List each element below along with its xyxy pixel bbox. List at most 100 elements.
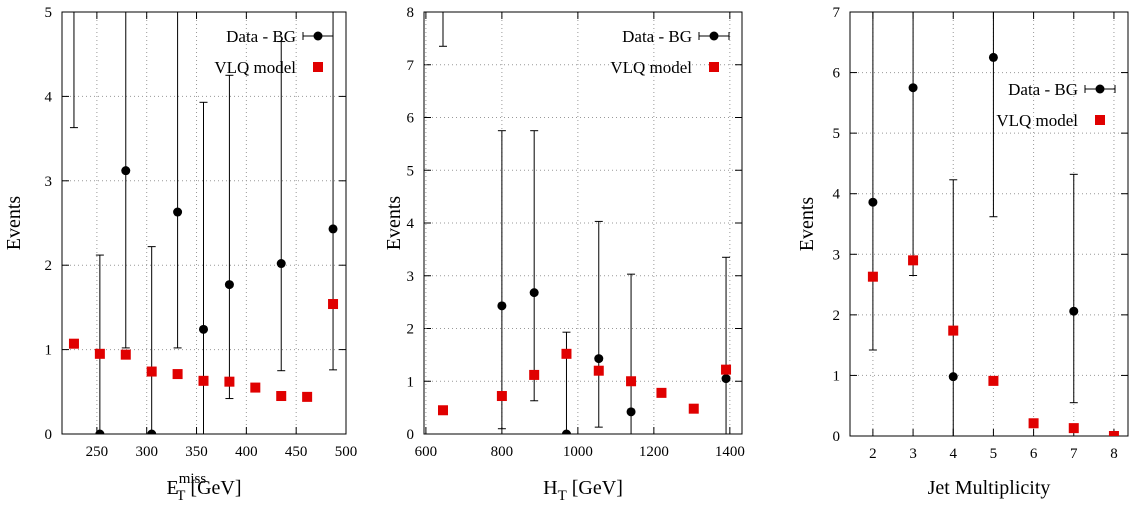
error-bar (173, 12, 182, 349)
legend-label: Data - BG (622, 27, 692, 46)
error-bar (69, 12, 78, 129)
legend-marker (709, 62, 719, 72)
legend-label: VLQ model (610, 58, 692, 77)
panel: 0 1 2 3 4 5 6 7 2 3 4 5 6 7 8 Events Jet Multiplicity Dat… (796, 5, 1129, 499)
y-tick-label: 2 (45, 258, 53, 274)
y-tick-label: 4 (45, 89, 53, 105)
error-bar (95, 254, 104, 434)
x-label-sub: T (176, 488, 185, 504)
model-point (250, 382, 261, 393)
data-point (561, 429, 571, 434)
legend-marker (313, 31, 323, 41)
error-bar (562, 331, 571, 434)
legend-marker (1095, 115, 1105, 125)
y-tick-label: 2 (833, 308, 841, 324)
x-tick-label: 350 (185, 444, 208, 460)
data-point (276, 259, 286, 269)
model-point (867, 271, 878, 282)
y-tick-label: 1 (45, 343, 53, 359)
y-tick-label: 1 (833, 368, 841, 384)
data-point (868, 197, 878, 207)
error-bar (594, 220, 603, 428)
model-point (688, 403, 699, 414)
model-point (94, 348, 105, 359)
x-tick-label: 2 (869, 446, 877, 462)
model-point (1068, 423, 1079, 434)
y-tick-label: 3 (833, 247, 841, 263)
y-tick-label: 4 (833, 187, 841, 203)
x-label-base: H (543, 477, 557, 499)
model-point (146, 366, 157, 377)
y-tick-label: 5 (45, 5, 53, 21)
x-label-base: E (167, 477, 179, 499)
error-bar (1069, 173, 1078, 404)
data-point (908, 83, 918, 93)
model-point (172, 369, 183, 380)
error-bar (949, 179, 958, 436)
error-bar (225, 74, 234, 400)
y-axis-label: Events (383, 196, 405, 251)
data-point (121, 166, 131, 176)
error-bar (329, 12, 338, 371)
y-tick-label: 3 (407, 269, 415, 285)
error-bar (497, 130, 506, 430)
series-points (68, 12, 339, 434)
error-bar (438, 12, 447, 47)
panel: 0 1 2 3 4 5 6 7 8 600 800 1000 1200 1400 Events HT [GeV… (383, 5, 745, 504)
model-point (529, 369, 540, 380)
model-point (120, 349, 131, 360)
model-point (276, 391, 287, 402)
model-point (224, 376, 235, 387)
x-label-sub: T (558, 488, 567, 504)
x-tick-label: 250 (86, 444, 109, 460)
legend-label: VLQ model (996, 111, 1078, 130)
data-point (497, 301, 507, 311)
data-point (721, 374, 731, 384)
x-label-rest: [GeV] (567, 477, 623, 499)
model-point (948, 325, 959, 336)
x-tick-label: 500 (335, 444, 358, 460)
model-point (561, 348, 572, 359)
error-bar (722, 256, 731, 434)
panel: 0 1 2 3 4 5 250 300 350 400 450 500 Events Emiss T [Ge… (3, 5, 358, 504)
y-tick-label: 4 (407, 216, 415, 232)
x-tick-label: 6 (1030, 446, 1038, 462)
legend-marker (1095, 84, 1105, 94)
y-tick-label: 0 (407, 427, 415, 443)
error-bar (989, 12, 998, 218)
error-bar (199, 101, 208, 434)
legend-marker (313, 62, 323, 72)
legend-marker (709, 31, 719, 41)
x-tick-label: 1400 (715, 444, 745, 460)
data-point (95, 429, 105, 434)
model-point (68, 338, 79, 349)
x-axis-label: Emiss T [GeV] (167, 471, 242, 504)
error-bar (909, 12, 918, 276)
y-tick-label: 1 (407, 374, 415, 390)
x-tick-label: 5 (990, 446, 998, 462)
x-tick-label: 400 (235, 444, 258, 460)
y-tick-label: 2 (407, 322, 415, 338)
y-tick-label: 7 (407, 58, 415, 74)
data-point (147, 429, 157, 434)
y-tick-label: 6 (407, 111, 415, 127)
model-point (656, 387, 667, 398)
model-point (908, 255, 919, 266)
y-tick-label: 0 (833, 429, 841, 445)
x-axis-label: Jet Multiplicity (928, 477, 1051, 499)
model-point (496, 391, 507, 402)
model-point (626, 376, 637, 387)
y-tick-label: 7 (833, 5, 841, 21)
y-tick-label: 6 (833, 66, 841, 82)
model-point (593, 365, 604, 376)
error-bar (147, 246, 156, 434)
error-bar (277, 41, 286, 372)
data-point (199, 324, 209, 334)
data-point (626, 407, 636, 417)
error-bar (868, 12, 877, 351)
x-tick-label: 8 (1110, 446, 1118, 462)
data-point (173, 207, 183, 217)
model-point (437, 405, 448, 416)
x-label-sup: miss (179, 471, 207, 487)
